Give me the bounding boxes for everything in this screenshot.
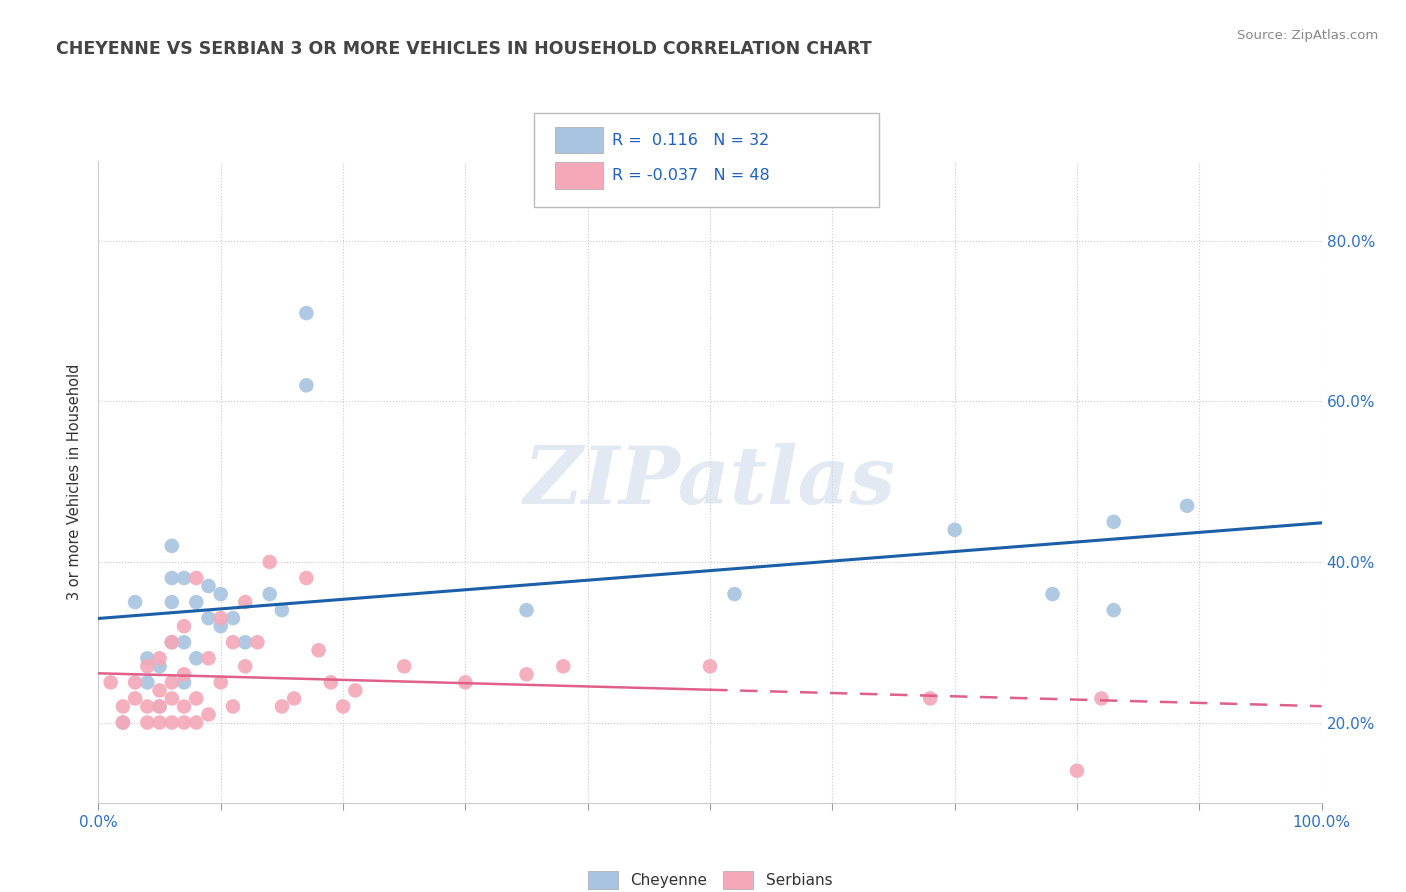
Point: [124, 595, 146, 609]
Point: [295, 306, 318, 320]
Point: [173, 715, 195, 730]
Point: [124, 691, 146, 706]
Point: [136, 699, 159, 714]
Point: [173, 667, 195, 681]
Point: [100, 675, 122, 690]
Point: [136, 675, 159, 690]
Text: R =  0.116   N = 32: R = 0.116 N = 32: [612, 133, 769, 147]
Point: [943, 523, 966, 537]
Point: [233, 595, 256, 609]
Point: [160, 539, 183, 553]
Point: [149, 699, 172, 714]
Point: [160, 635, 183, 649]
Point: [259, 555, 281, 569]
Point: [233, 659, 256, 673]
Text: ZIPatlas: ZIPatlas: [524, 443, 896, 520]
Point: [149, 651, 172, 665]
Point: [233, 635, 256, 649]
Point: [136, 659, 159, 673]
Point: [197, 579, 219, 593]
Point: [283, 691, 305, 706]
Point: [111, 715, 134, 730]
Point: [173, 619, 195, 633]
Point: [160, 691, 183, 706]
Point: [209, 675, 232, 690]
Point: [259, 587, 281, 601]
Point: [124, 675, 146, 690]
Point: [149, 699, 172, 714]
Point: [111, 699, 134, 714]
Point: [209, 619, 232, 633]
Point: [222, 635, 245, 649]
Point: [454, 675, 477, 690]
Point: [186, 651, 208, 665]
Point: [699, 659, 721, 673]
Point: [295, 571, 318, 585]
Point: [270, 603, 294, 617]
Point: [149, 683, 172, 698]
Point: [160, 675, 183, 690]
Point: [136, 651, 159, 665]
Point: [344, 683, 367, 698]
Point: [197, 651, 219, 665]
Point: [246, 635, 269, 649]
Point: [173, 571, 195, 585]
Point: [332, 699, 354, 714]
Point: [149, 715, 172, 730]
Point: [186, 715, 208, 730]
Point: [515, 667, 537, 681]
Point: [160, 571, 183, 585]
Point: [173, 675, 195, 690]
Point: [160, 635, 183, 649]
Point: [723, 587, 745, 601]
Point: [1042, 587, 1064, 601]
Point: [160, 595, 183, 609]
Point: [186, 571, 208, 585]
Point: [173, 635, 195, 649]
Point: [111, 715, 134, 730]
Point: [1090, 691, 1112, 706]
Point: [1066, 764, 1088, 778]
Point: [270, 699, 294, 714]
Point: [308, 643, 330, 657]
Point: [222, 611, 245, 625]
Point: [209, 611, 232, 625]
Point: [319, 675, 342, 690]
Point: [197, 707, 219, 722]
Point: [920, 691, 942, 706]
Point: [197, 611, 219, 625]
Y-axis label: 3 or more Vehicles in Household: 3 or more Vehicles in Household: [67, 364, 83, 599]
Point: [209, 587, 232, 601]
Point: [136, 715, 159, 730]
Point: [222, 699, 245, 714]
Point: [1102, 603, 1125, 617]
Point: [1102, 515, 1125, 529]
Point: [186, 691, 208, 706]
Point: [160, 715, 183, 730]
Point: [149, 659, 172, 673]
Text: R = -0.037   N = 48: R = -0.037 N = 48: [612, 169, 769, 183]
Point: [392, 659, 416, 673]
Point: [173, 699, 195, 714]
Point: [186, 595, 208, 609]
Legend: Cheyenne, Serbians: Cheyenne, Serbians: [582, 865, 838, 892]
Point: [515, 603, 537, 617]
Text: CHEYENNE VS SERBIAN 3 OR MORE VEHICLES IN HOUSEHOLD CORRELATION CHART: CHEYENNE VS SERBIAN 3 OR MORE VEHICLES I…: [56, 40, 872, 58]
Text: Source: ZipAtlas.com: Source: ZipAtlas.com: [1237, 29, 1378, 42]
Point: [553, 659, 575, 673]
Point: [1175, 499, 1198, 513]
Point: [295, 378, 318, 392]
